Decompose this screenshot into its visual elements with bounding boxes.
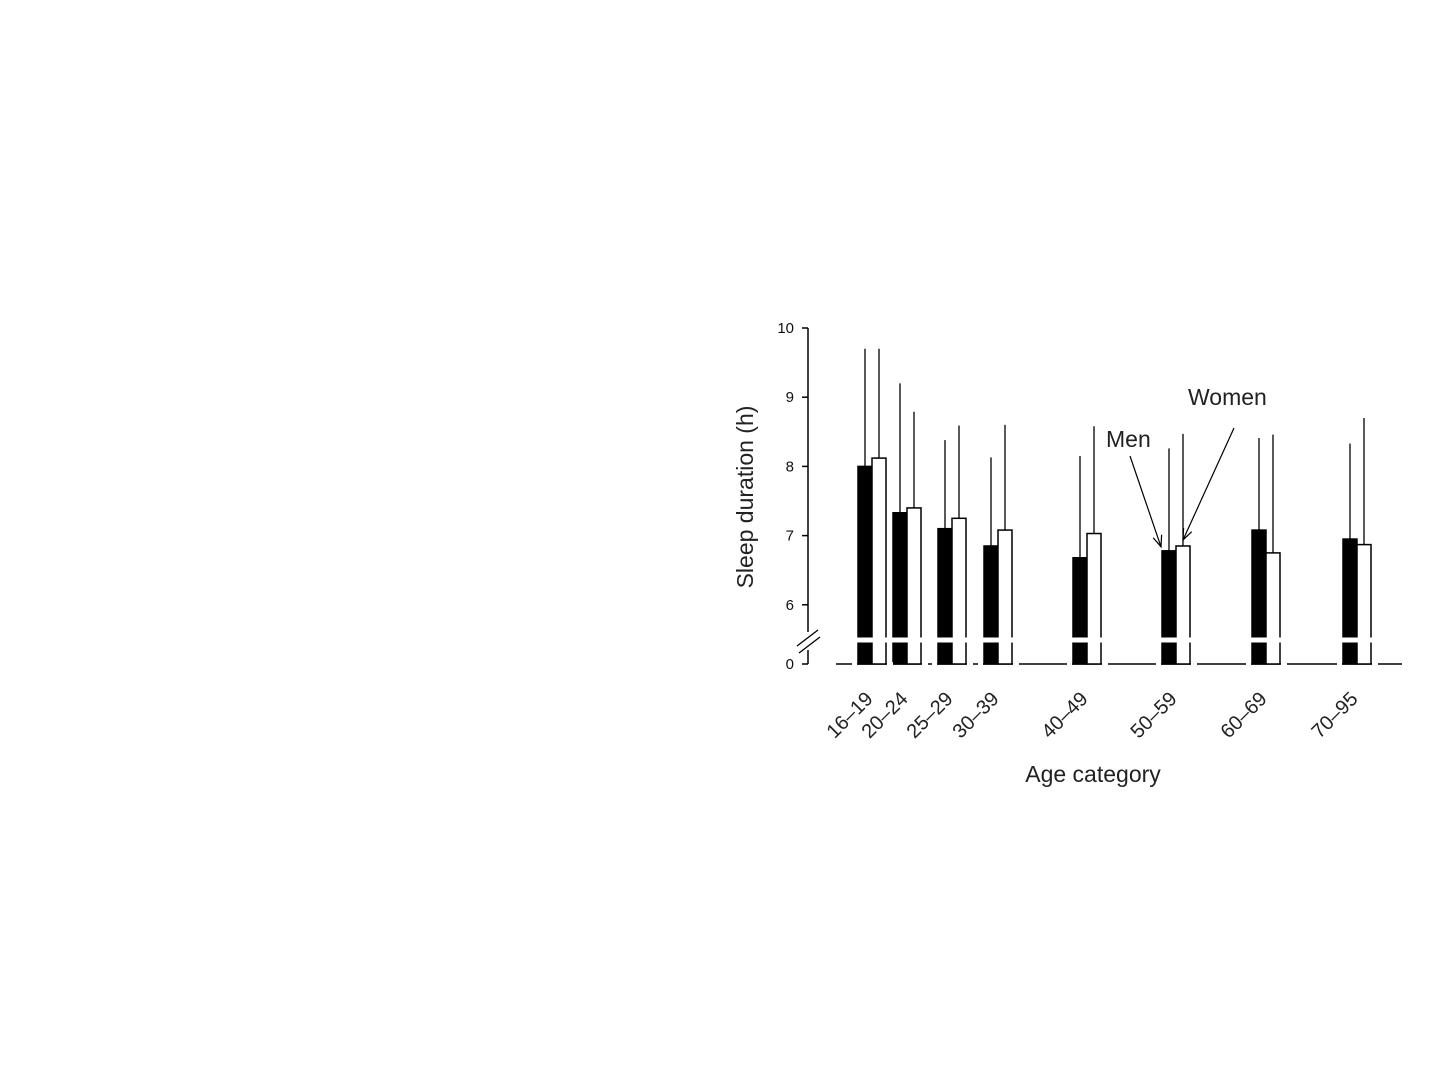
baseline-gap	[1372, 662, 1378, 666]
bar-women	[997, 529, 1013, 665]
x-tick-label: 60–69	[1217, 688, 1272, 743]
baseline-gap	[1067, 662, 1072, 666]
baseline-gap	[932, 662, 937, 666]
bar-men	[1161, 550, 1177, 665]
y-tick-label: 6	[786, 597, 794, 614]
axis-break-slash	[796, 629, 819, 647]
baseline-gap	[887, 662, 892, 666]
baseline-gap	[1281, 662, 1287, 666]
annotation-women: Women	[1188, 384, 1267, 410]
baseline-gap	[1156, 662, 1161, 666]
annotation-men: Men	[1106, 426, 1151, 452]
arrow-women-head	[1182, 527, 1193, 542]
bar-men	[937, 527, 953, 665]
axis-break-gap	[836, 637, 1406, 666]
annotations-group: Men Women	[1106, 384, 1267, 549]
baseline-gap	[1337, 662, 1342, 666]
baseline-gap	[978, 662, 983, 666]
x-tick-label: 70–95	[1308, 688, 1363, 743]
baseline-gap	[1013, 662, 1019, 666]
arrow-women	[1182, 427, 1235, 541]
bars-group	[857, 457, 1372, 665]
baseline-gap	[967, 662, 973, 666]
y-tick-label: 0	[786, 656, 794, 673]
x-tick-label: 40–49	[1038, 688, 1093, 743]
baseline-gap	[1102, 662, 1108, 666]
bar-men	[1251, 529, 1267, 665]
bar-women	[1356, 543, 1372, 665]
y-tick-label: 8	[786, 458, 794, 475]
axis-break-slash	[798, 636, 821, 654]
y-tick-label: 10	[777, 320, 794, 337]
bar-women	[1265, 552, 1281, 665]
baseline-gap	[1246, 662, 1251, 666]
y-axis: 0 6 7 8 9 10	[777, 320, 821, 673]
y-axis-title: Sleep duration (h)	[732, 406, 758, 589]
bar-men	[1072, 556, 1088, 665]
bar-women	[1086, 532, 1102, 665]
baseline-gap	[1191, 662, 1197, 666]
y-tick-label: 9	[786, 389, 794, 406]
x-tick-label: 30–39	[949, 688, 1004, 743]
bar-men	[983, 545, 999, 665]
bar-break-gap	[836, 637, 1406, 643]
x-tick-label: 25–29	[903, 688, 958, 743]
arrow-men	[1129, 455, 1162, 548]
bar-women	[871, 457, 887, 665]
bar-men	[1342, 538, 1358, 665]
baseline-gap	[852, 662, 857, 666]
bar-women	[1175, 545, 1191, 665]
x-axis-title: Age category	[1025, 761, 1161, 787]
arrow-men-head	[1152, 534, 1163, 549]
y-tick-label: 7	[786, 528, 794, 545]
bar-men	[857, 465, 873, 665]
x-tick-label: 50–59	[1127, 688, 1182, 743]
error-bars-group	[864, 348, 1365, 558]
baseline-gap	[922, 662, 928, 666]
